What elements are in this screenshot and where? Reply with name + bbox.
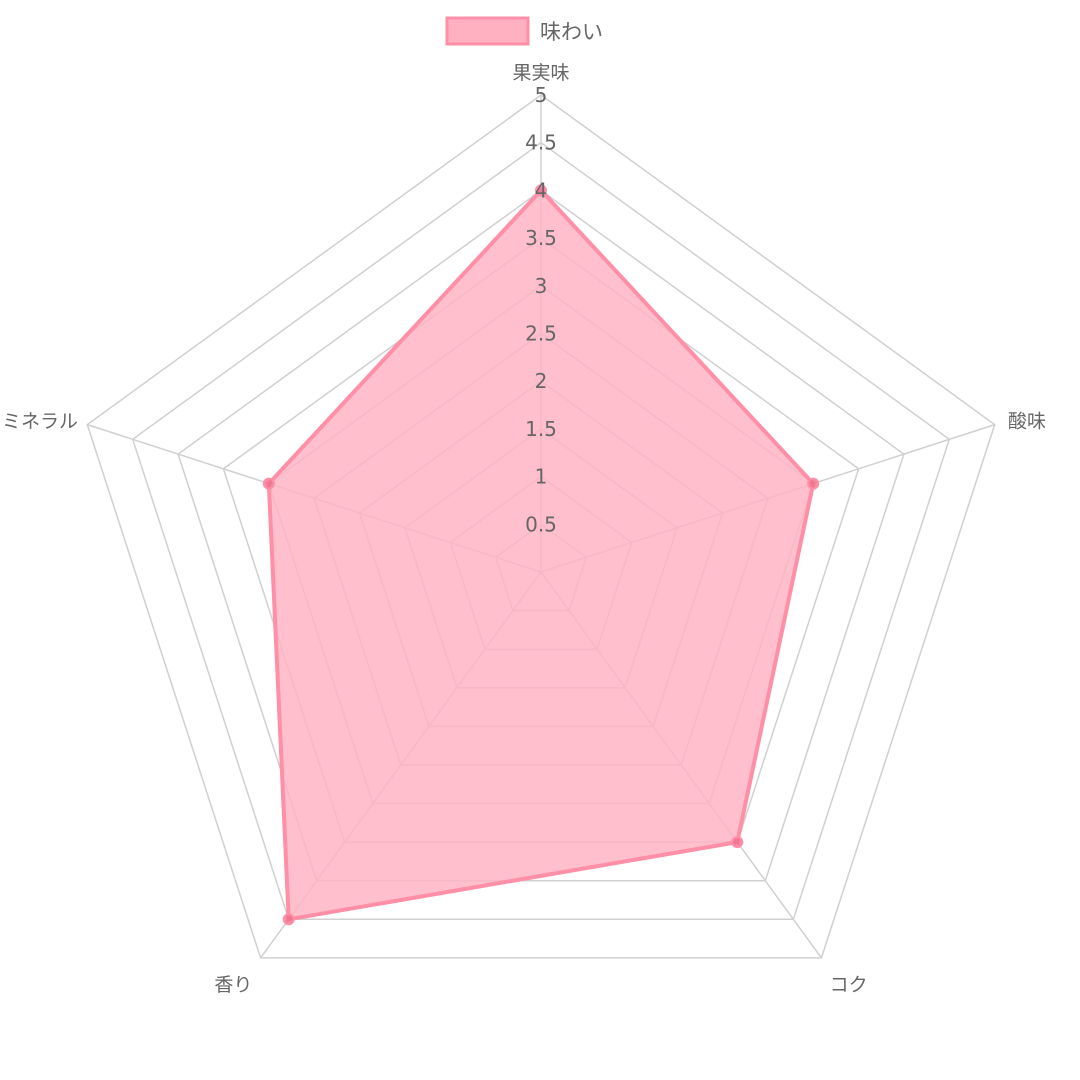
axis-label: 酸味 [1008, 410, 1046, 432]
legend-label[interactable]: 味わい [540, 20, 603, 44]
tick-label: 0.5 [525, 512, 557, 536]
series-layer [266, 188, 816, 922]
legend-swatch[interactable] [445, 16, 530, 46]
grid-ring [177, 189, 905, 882]
tick-label: 5 [535, 83, 548, 107]
data-point[interactable] [262, 477, 275, 490]
data-point[interactable] [535, 184, 547, 197]
axis-label: コク [830, 974, 868, 996]
grid-ring [131, 141, 951, 921]
axis-label: ミネラル [2, 410, 78, 432]
tick-label: 3.5 [525, 226, 557, 250]
tick-label: 3 [535, 274, 548, 298]
legend[interactable]: 味わい [445, 16, 603, 46]
tick-label: 2 [535, 369, 548, 393]
tick-label: 4 [535, 178, 548, 202]
tick-label: 4.5 [525, 131, 557, 155]
points-layer [262, 184, 820, 926]
series-area[interactable] [266, 188, 816, 922]
data-point[interactable] [807, 477, 820, 490]
data-point[interactable] [731, 836, 744, 849]
axis-label: 香り [214, 974, 252, 996]
grid-ring [86, 94, 996, 959]
tick-label: 2.5 [525, 322, 557, 346]
data-point[interactable] [282, 913, 295, 926]
tick-labels: 0.5 1 1.5 2 2.5 3 3.5 4 4.5 5 [525, 83, 557, 536]
tick-label: 1 [535, 465, 548, 489]
axis-label: 果実味 [512, 62, 569, 84]
tick-label: 1.5 [525, 417, 557, 441]
